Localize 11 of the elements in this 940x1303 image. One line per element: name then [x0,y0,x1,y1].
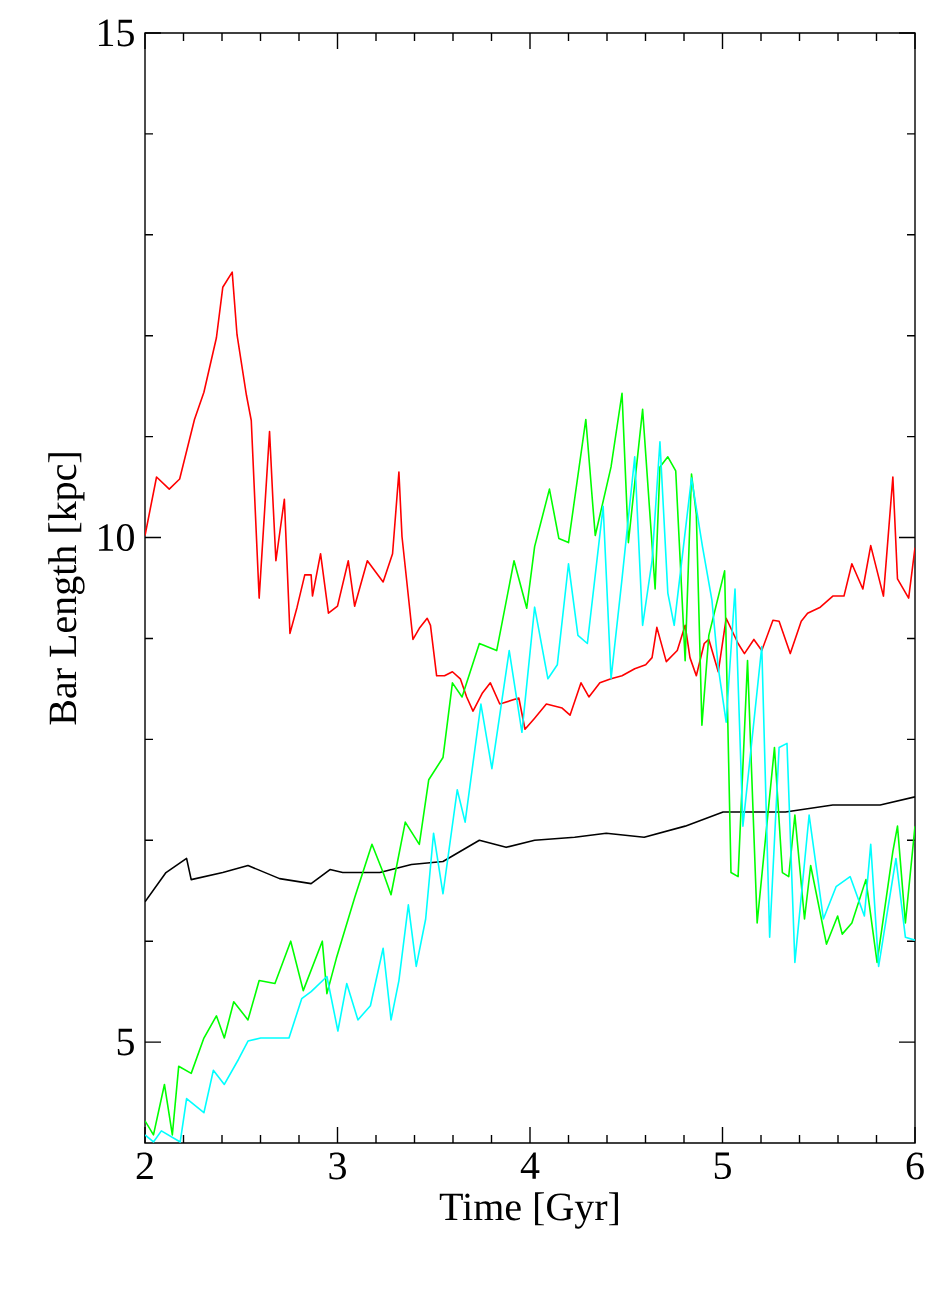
x-tick-label: 3 [329,1152,346,1180]
y-tick-label: 10 [98,524,134,552]
x-tick-label: 2 [136,1152,153,1180]
y-tick-label: 15 [98,19,134,47]
y-tick-label: 5 [117,1028,134,1056]
line-series [145,271,915,731]
x-axis-title: Time [Gyr] [439,1192,618,1229]
y-axis-title: Bar Length [kpc] [48,453,85,725]
x-tick-label: 5 [714,1152,731,1180]
x-tick-label: 6 [906,1152,924,1180]
x-tick-label: 4 [520,1152,540,1179]
